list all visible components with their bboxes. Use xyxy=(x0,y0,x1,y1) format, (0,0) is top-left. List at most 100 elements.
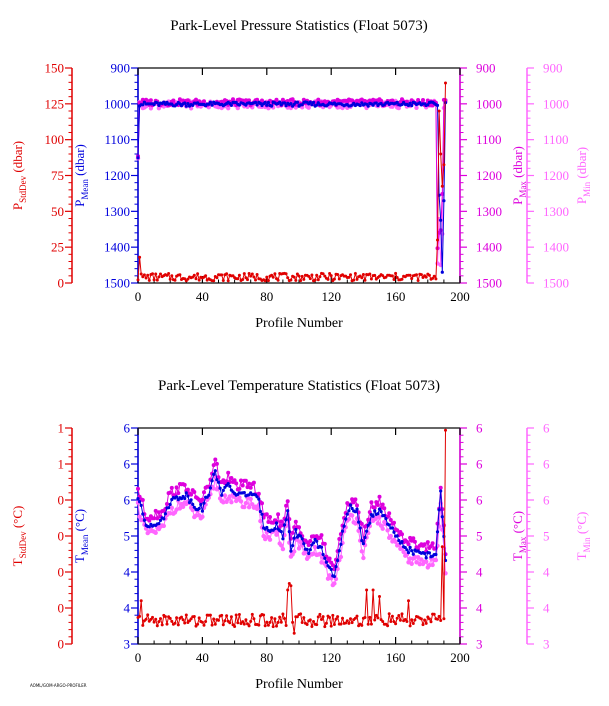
p2-min-series-point xyxy=(242,504,247,510)
p2-stddev-series-point xyxy=(387,612,391,616)
p1-max-series-point xyxy=(285,99,290,103)
p2-min-series-point xyxy=(303,550,308,555)
p2-stddev-series-point xyxy=(403,618,407,621)
p2-mean-series-point xyxy=(167,506,171,510)
pressure-x-axis-label: Profile Number xyxy=(255,316,343,331)
p2-mean-series-point xyxy=(147,525,151,529)
p2-max-series-point xyxy=(411,536,416,541)
p2-min-series-point xyxy=(287,540,292,545)
p2-min-series-point xyxy=(359,549,364,554)
p2-mean-series-point xyxy=(142,518,146,522)
p2-left-outer-axis-tick-label: 0 xyxy=(58,493,65,508)
p1-stddev-series-point xyxy=(392,278,396,281)
p2-min-series-point xyxy=(137,514,142,519)
p1-stddev-series-point xyxy=(373,273,377,277)
p2-min-series-point xyxy=(319,560,324,565)
p1-right-inner-axis-tick-label: 1200 xyxy=(476,168,502,183)
p2-min-series-point xyxy=(296,546,302,551)
p2-min-series-point xyxy=(237,495,242,500)
p1-stddev-series-point xyxy=(316,278,320,282)
p1-stddev-series-point xyxy=(155,278,159,282)
p2-min-series-point xyxy=(393,539,398,544)
p2-mean-series-point xyxy=(337,549,341,553)
p1-stddev-series-point xyxy=(384,275,388,279)
p2-stddev-series-point xyxy=(139,599,143,603)
p1-stddev-series-point xyxy=(440,184,444,188)
p2-max-series-point xyxy=(211,463,216,468)
p2-mean-series-point xyxy=(371,514,375,518)
p1-stddev-series-point xyxy=(170,274,174,278)
p1-mean-series-point xyxy=(418,101,422,105)
p1-right-inner-axis-tick-label: 1300 xyxy=(476,204,502,219)
p2-mean-series-point xyxy=(363,535,367,540)
p1-stddev-series-point xyxy=(147,278,151,282)
p2-max-series-point xyxy=(375,503,380,507)
p1-right-inner-axis-tick-label: 1000 xyxy=(476,96,502,111)
p2-stddev-series-point xyxy=(419,617,423,621)
p2-stddev-series-point xyxy=(168,616,172,620)
p2-stddev-series-point xyxy=(149,617,153,621)
p2-mean-series-point xyxy=(377,507,382,511)
p2-max-series-point xyxy=(169,485,174,490)
p2-min-series-point xyxy=(267,537,273,542)
p2-mean-series-point xyxy=(242,491,246,495)
p2-max-series-point xyxy=(425,540,430,545)
p2-mean-series-point xyxy=(207,493,211,497)
p2-mean-series-point xyxy=(168,502,172,507)
p1-right-outer-axis-tick-label: 1300 xyxy=(543,204,569,219)
p1-stddev-series-point xyxy=(424,275,428,279)
p2-stddev-series-point xyxy=(270,616,274,620)
p1-stddev-series-point xyxy=(347,275,351,279)
p1-max-series-point xyxy=(421,98,425,102)
p2-stddev-series-point xyxy=(229,615,233,619)
p2-min-series-point xyxy=(243,501,249,506)
p2-stddev-series-point xyxy=(442,617,446,621)
p2-mean-series-point xyxy=(157,522,161,526)
p2-stddev-series-point xyxy=(341,616,344,620)
p2-max-series-point xyxy=(176,491,181,496)
p2-mean-series-point xyxy=(379,510,383,514)
p2-stddev-series-point xyxy=(427,617,431,621)
p2-mean-series-point xyxy=(311,541,316,545)
p2-min-series-point xyxy=(349,513,355,518)
p2-mean-series-point xyxy=(387,523,391,527)
p2-mean-series-point xyxy=(163,512,167,516)
p1-stddev-series-point xyxy=(152,278,156,282)
p2-stddev-series-point xyxy=(390,614,394,618)
p2-mean-series-point xyxy=(299,534,303,538)
p2-stddev-series-point xyxy=(192,615,196,618)
p1-mean-series-point xyxy=(237,103,241,107)
p2-stddev-series-point xyxy=(160,623,164,627)
p2-left-outer-axis: 1 1 0 0 0 0 0 TStdDev (°C) xyxy=(10,421,73,652)
p2-stddev-series-point xyxy=(363,616,367,619)
p2-max-series-point xyxy=(367,510,372,515)
p1-left-outer-axis-tick-label: 125 xyxy=(45,96,65,111)
p2-mean-series xyxy=(136,468,448,579)
p1-right-outer-axis-title: PMin (dbar) xyxy=(574,147,592,204)
p2-stddev-series-point xyxy=(437,614,441,618)
p2-min-series-point xyxy=(385,528,390,533)
p2-mean-series-point xyxy=(257,497,261,501)
p2-stddev-series-point xyxy=(320,618,323,621)
p1-stddev-series-point xyxy=(237,273,241,277)
p1-mean-series-point xyxy=(152,103,156,107)
p2-stddev-series-point xyxy=(213,622,217,626)
p2-stddev-series-point xyxy=(273,617,277,621)
p2-stddev-series-point xyxy=(263,624,267,628)
p2-mean-series-point xyxy=(440,515,444,519)
p1-min-series-point xyxy=(306,105,311,110)
p2-stddev-series-point xyxy=(257,623,261,627)
p1-mean-series-point xyxy=(406,103,411,108)
p2-min-series-point xyxy=(238,499,244,504)
p2-stddev-series-point xyxy=(138,614,142,618)
p1-mean-series-point xyxy=(282,101,287,105)
p1-max-series-point xyxy=(148,98,153,103)
p2-max-series-point xyxy=(189,492,194,497)
p2-max-series-point xyxy=(279,519,284,524)
p2-stddev-series-point xyxy=(373,618,377,622)
p2-right-outer-axis-tick-label: 4 xyxy=(543,601,550,616)
p2-left-outer-axis-tick-label: 0 xyxy=(58,601,65,616)
p2-mean-series-point xyxy=(183,496,187,501)
p2-stddev-series-point xyxy=(279,620,283,624)
p2-stddev-series-point xyxy=(347,621,351,625)
